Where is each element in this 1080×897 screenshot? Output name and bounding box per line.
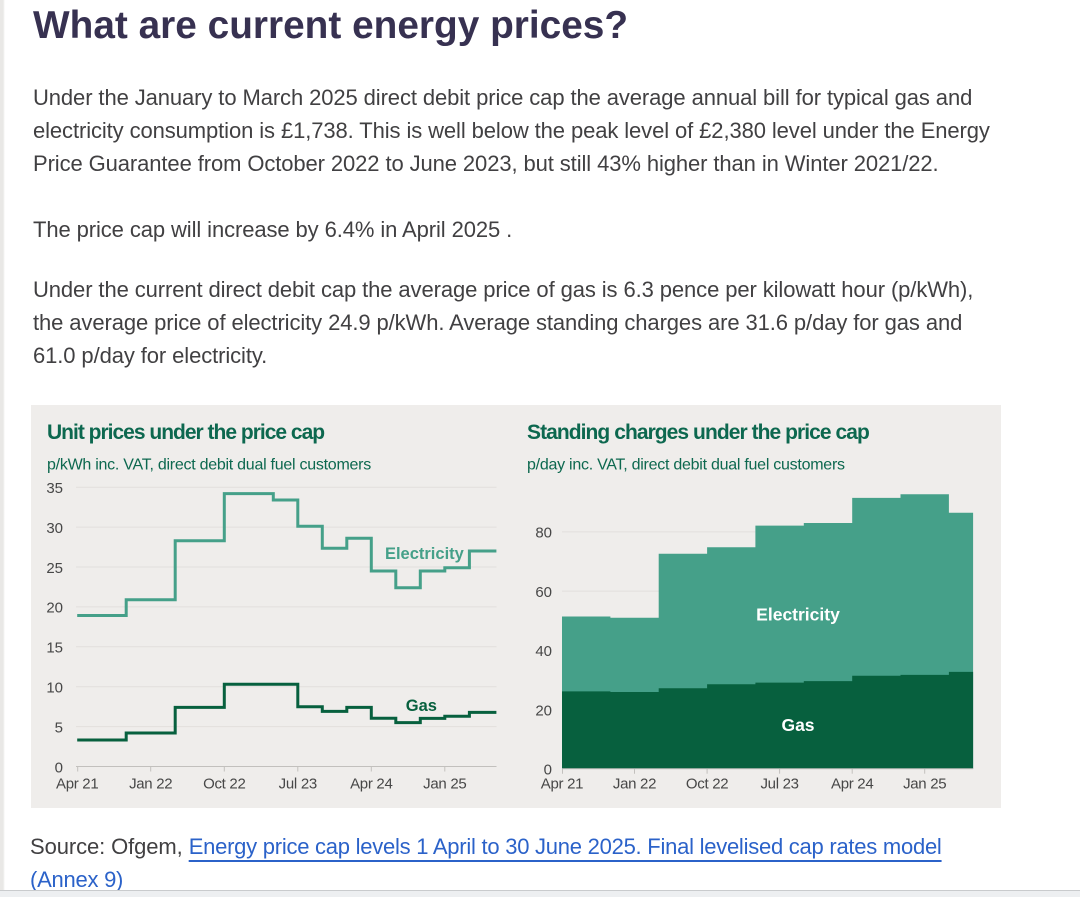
svg-text:5: 5 (55, 719, 63, 736)
svg-text:Apr 21: Apr 21 (56, 775, 98, 792)
svg-text:0: 0 (55, 759, 63, 776)
svg-text:15: 15 (46, 640, 63, 657)
svg-text:20: 20 (535, 702, 552, 719)
svg-text:Unit prices under the price ca: Unit prices under the price cap (47, 421, 324, 444)
svg-text:0: 0 (544, 762, 552, 779)
svg-text:Apr 24: Apr 24 (831, 775, 873, 792)
svg-text:Apr 21: Apr 21 (541, 775, 583, 792)
svg-text:20: 20 (46, 600, 63, 617)
svg-text:Jan 25: Jan 25 (903, 775, 946, 792)
svg-text:Jan 22: Jan 22 (613, 775, 656, 792)
svg-text:25: 25 (46, 560, 63, 577)
svg-text:35: 35 (46, 480, 63, 497)
svg-text:Electricity: Electricity (756, 605, 840, 625)
svg-text:30: 30 (46, 520, 63, 537)
svg-text:Jan 22: Jan 22 (129, 775, 172, 792)
svg-text:Gas: Gas (781, 715, 814, 735)
svg-text:60: 60 (535, 584, 552, 601)
svg-text:Gas: Gas (406, 697, 437, 715)
svg-text:Standing charges under the pri: Standing charges under the price cap (527, 421, 869, 444)
svg-text:Jan 25: Jan 25 (423, 775, 466, 792)
svg-text:p/kWh inc. VAT, direct debit d: p/kWh inc. VAT, direct debit dual fuel c… (47, 457, 371, 474)
svg-text:p/day inc. VAT, direct debit d: p/day inc. VAT, direct debit dual fuel c… (527, 457, 845, 474)
svg-text:Oct 22: Oct 22 (686, 775, 728, 792)
svg-text:Electricity: Electricity (385, 545, 465, 563)
svg-text:Oct 22: Oct 22 (203, 775, 245, 792)
svg-text:Jul 23: Jul 23 (760, 775, 798, 792)
svg-text:40: 40 (535, 643, 552, 660)
svg-text:10: 10 (46, 680, 63, 697)
svg-text:Apr 24: Apr 24 (350, 775, 392, 792)
svg-text:80: 80 (535, 525, 552, 542)
svg-text:Jul 23: Jul 23 (279, 775, 317, 792)
